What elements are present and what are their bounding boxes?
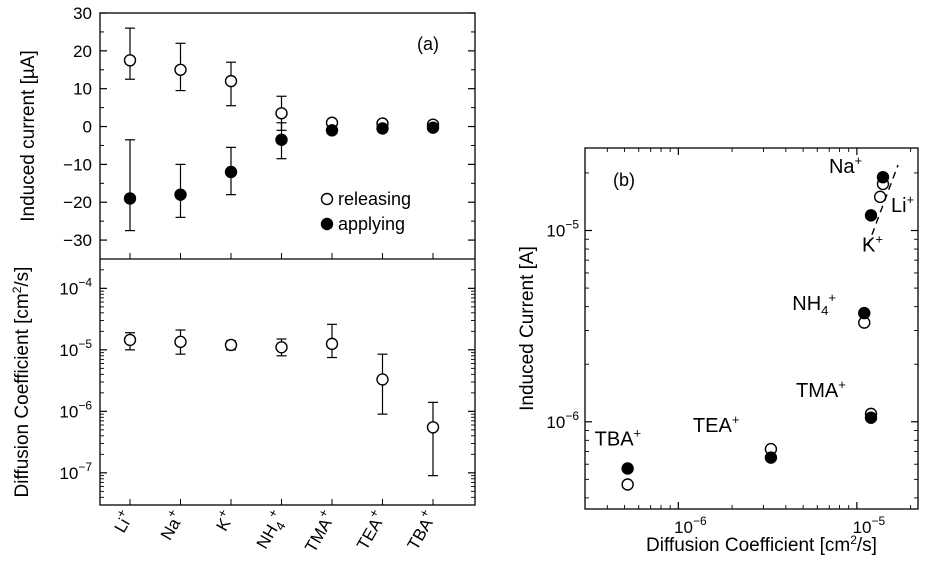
- y-axis-title-b: Induced Current [A]: [517, 246, 538, 411]
- y-tick-label-bottom: 10−5: [59, 337, 92, 360]
- applying-point-b: [621, 462, 634, 475]
- y-tick-label-top: 0: [83, 118, 92, 137]
- releasing-point: [174, 63, 187, 76]
- y-tick-label-top: −30: [63, 231, 92, 250]
- x-axis-title-b: Diffusion Coefficient [cm2/s]: [646, 533, 877, 556]
- applying-point: [224, 165, 238, 179]
- applying-point-b: [764, 451, 778, 464]
- applying-point-b: [876, 170, 890, 184]
- diffusion-point: [174, 335, 187, 349]
- error-bar: [125, 139, 135, 232]
- category-label: TEA+: [349, 506, 390, 553]
- y-tick-label-bottom: 10−7: [59, 460, 92, 483]
- diffusion-point: [325, 337, 339, 351]
- legend-label-releasing: releasing: [338, 189, 411, 209]
- applying-point-b: [864, 209, 878, 222]
- point-label: TBA+: [595, 425, 642, 450]
- legend-marker-applying: [320, 217, 334, 231]
- point-label: Li+: [891, 192, 914, 217]
- legend-marker-releasing: [320, 192, 334, 206]
- y-tick-label-top: −10: [63, 155, 92, 174]
- y-tick-label-top: −20: [63, 193, 92, 212]
- applying-point-b: [858, 306, 871, 320]
- releasing-point-b: [873, 190, 887, 204]
- point-label: K+: [862, 231, 883, 256]
- error-bar: [125, 27, 135, 80]
- applying-point: [275, 133, 288, 146]
- diffusion-point: [123, 333, 137, 347]
- point-label: TEA+: [693, 412, 740, 437]
- releasing-point-b: [621, 478, 634, 491]
- legend-label-applying: applying: [338, 214, 405, 234]
- category-label: NH4+: [248, 506, 292, 554]
- diffusion-point: [426, 421, 440, 434]
- y-tick-label-b: 10−5: [546, 218, 579, 241]
- fit-line: [867, 164, 899, 247]
- category-label: K+: [208, 506, 238, 534]
- x-tick-label-b: 10−5: [853, 514, 886, 537]
- point-label: TMA+: [796, 377, 846, 402]
- y-axis-title-top: Induced current [µA]: [18, 50, 39, 221]
- diffusion-point: [275, 341, 288, 354]
- applying-point: [174, 188, 187, 201]
- panel-label-b: (b): [613, 170, 635, 190]
- panel-label-a: (a): [417, 34, 439, 54]
- category-label: Na+: [153, 506, 188, 543]
- diffusion-point: [376, 373, 389, 386]
- releasing-point: [123, 54, 137, 67]
- y-tick-label-bottom: 10−6: [59, 398, 92, 421]
- point-label: Na+: [829, 153, 862, 178]
- releasing-point: [224, 74, 238, 88]
- y-tick-label-bottom: 10−4: [59, 275, 92, 298]
- y-tick-label-top: 30: [73, 4, 92, 23]
- panel-b-frame: [584, 147, 919, 510]
- y-tick-label-b: 10−6: [546, 409, 579, 432]
- y-axis-title-bottom: Diffusion Coefficient [cm2/s]: [10, 267, 33, 498]
- applying-point: [123, 192, 137, 205]
- x-tick-label-b: 10−6: [674, 514, 707, 537]
- y-tick-label-top: 10: [73, 80, 92, 99]
- y-tick-label-top: 20: [73, 42, 92, 61]
- applying-point: [325, 124, 339, 137]
- category-label: TMA+: [297, 506, 340, 556]
- category-label: Li+: [106, 506, 137, 536]
- category-label: TBA+: [399, 506, 440, 553]
- applying-point: [426, 121, 440, 134]
- error-bar: [428, 401, 438, 477]
- applying-point-b: [864, 411, 878, 424]
- applying-point: [376, 122, 389, 135]
- point-label: NH4+: [792, 290, 836, 318]
- diffusion-point: [224, 338, 238, 352]
- releasing-point: [275, 107, 288, 120]
